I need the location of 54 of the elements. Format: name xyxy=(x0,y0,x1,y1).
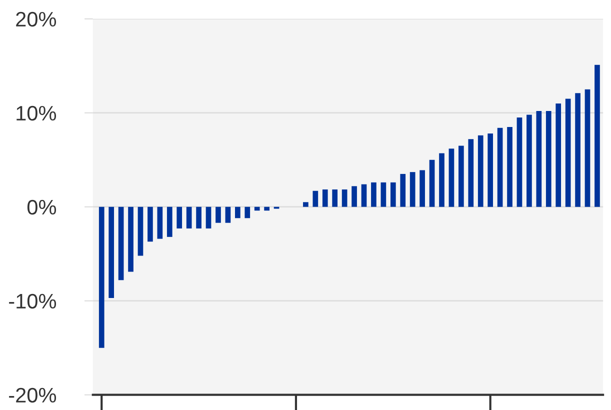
bar xyxy=(264,206,270,211)
y-tick-label: -20% xyxy=(9,388,56,403)
bar xyxy=(594,64,600,207)
bar xyxy=(244,206,250,218)
bar xyxy=(332,189,338,207)
bar xyxy=(312,190,318,207)
bar xyxy=(478,135,484,207)
bar xyxy=(342,189,348,207)
bar xyxy=(458,146,464,207)
bar xyxy=(497,128,503,207)
bar xyxy=(148,206,153,242)
bar xyxy=(166,206,172,237)
bar xyxy=(507,126,512,207)
bar xyxy=(380,182,386,207)
bar xyxy=(186,206,192,228)
bar xyxy=(108,206,114,298)
bar xyxy=(584,89,590,207)
bar xyxy=(468,139,474,207)
bar xyxy=(400,174,406,207)
bar xyxy=(322,189,328,207)
bar xyxy=(410,172,416,207)
bar xyxy=(196,206,202,228)
bar xyxy=(352,186,357,207)
bar xyxy=(371,182,376,207)
bar xyxy=(448,148,454,207)
bar xyxy=(439,153,444,207)
bar xyxy=(575,93,580,207)
y-tick-label: -10% xyxy=(9,294,56,309)
bar xyxy=(516,118,522,207)
bar xyxy=(176,206,182,228)
bar xyxy=(526,114,532,207)
bar xyxy=(225,206,231,223)
bar xyxy=(361,184,367,207)
bar xyxy=(390,182,396,207)
bar xyxy=(216,206,221,223)
bar xyxy=(128,206,134,272)
y-tick-label: 20% xyxy=(16,12,56,27)
bar xyxy=(546,110,552,207)
bar xyxy=(303,202,308,207)
bar xyxy=(536,110,542,207)
bar xyxy=(420,170,425,207)
bar xyxy=(488,134,494,207)
bar xyxy=(138,206,144,256)
y-tick-label: 10% xyxy=(16,106,56,121)
bar xyxy=(98,206,104,348)
bar xyxy=(206,206,212,228)
bar xyxy=(157,206,163,239)
bar xyxy=(565,98,571,207)
bar xyxy=(118,206,124,280)
bar xyxy=(254,206,260,211)
bar xyxy=(556,103,562,207)
y-tick-label: 0% xyxy=(27,200,56,215)
bar xyxy=(234,206,240,218)
bar xyxy=(429,160,435,207)
